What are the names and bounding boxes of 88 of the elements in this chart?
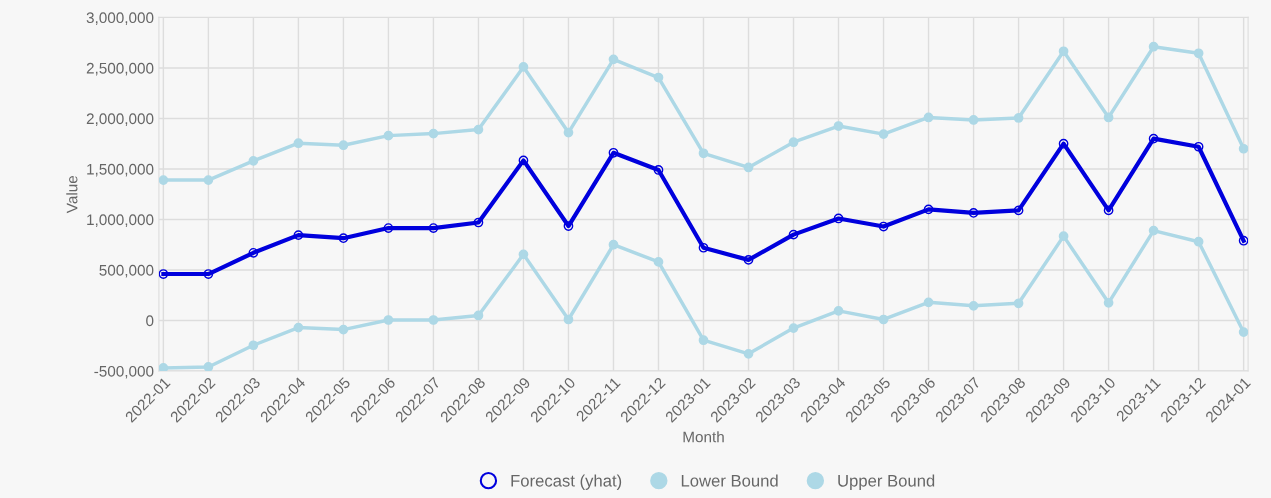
point	[608, 54, 619, 65]
point	[923, 297, 934, 308]
point	[428, 223, 439, 233]
point	[1013, 205, 1024, 216]
point	[788, 137, 799, 148]
point	[608, 147, 619, 158]
point	[158, 363, 169, 372]
point	[1103, 297, 1114, 308]
point	[158, 269, 169, 279]
point	[698, 148, 709, 159]
point	[698, 242, 709, 253]
point	[203, 269, 214, 279]
point	[428, 128, 439, 139]
point	[293, 138, 304, 149]
point	[1238, 327, 1249, 337]
point	[383, 130, 394, 141]
point	[158, 175, 169, 185]
point	[1013, 113, 1024, 123]
point	[923, 204, 934, 215]
point	[248, 340, 259, 351]
point	[653, 72, 664, 83]
y-tick-label: 2,000,000	[86, 113, 154, 126]
point	[1193, 236, 1204, 247]
point	[698, 335, 709, 346]
y-tick-label: 500,000	[99, 264, 154, 278]
point	[833, 306, 844, 316]
point	[293, 230, 304, 240]
point	[743, 348, 754, 359]
point	[878, 129, 889, 139]
point	[968, 208, 979, 218]
point	[473, 124, 484, 135]
point	[383, 223, 394, 233]
point	[563, 127, 574, 138]
point	[1193, 141, 1204, 152]
point	[743, 162, 754, 173]
point	[1238, 143, 1249, 154]
point	[1058, 231, 1069, 242]
y-tick-label: 3,000,000	[86, 12, 154, 25]
point	[1148, 133, 1159, 144]
legend-label: Lower Bound	[681, 474, 778, 487]
point	[788, 323, 799, 333]
point	[518, 155, 529, 166]
point	[968, 300, 979, 311]
point	[968, 115, 979, 125]
point	[203, 175, 214, 185]
y-tick-label: 0	[146, 315, 154, 327]
point	[293, 322, 304, 333]
point	[653, 257, 664, 267]
point	[833, 213, 844, 224]
point	[653, 165, 664, 175]
point	[563, 314, 574, 325]
point	[338, 140, 349, 151]
point	[1193, 48, 1204, 59]
x-axis-title: Month	[683, 431, 724, 443]
point	[248, 247, 259, 258]
point	[1103, 112, 1114, 123]
point	[338, 233, 349, 244]
point	[608, 239, 619, 250]
point	[1013, 298, 1024, 309]
point	[1238, 235, 1249, 246]
point	[428, 315, 439, 325]
y-tick-label: -500,000	[94, 365, 154, 379]
point	[473, 310, 484, 321]
point	[383, 315, 394, 325]
point	[1058, 138, 1069, 149]
point	[788, 229, 799, 240]
point	[518, 62, 529, 72]
y-tick-label: 1,000,000	[87, 214, 154, 227]
point	[878, 221, 889, 232]
point	[878, 314, 889, 325]
legend-label: Upper Bound	[838, 474, 935, 490]
y-tick-label: 1,500,000	[87, 163, 154, 177]
y-tick-label: 2,500,000	[86, 62, 154, 76]
point	[563, 221, 574, 231]
point	[923, 112, 934, 123]
point	[518, 249, 529, 260]
point	[203, 362, 214, 372]
point	[743, 255, 754, 265]
y-axis-title: Value	[66, 175, 78, 214]
point	[473, 217, 484, 228]
point	[1148, 41, 1159, 52]
point	[1148, 225, 1159, 236]
point	[248, 156, 259, 166]
point	[1103, 205, 1114, 216]
point	[1058, 46, 1069, 57]
point	[338, 324, 349, 335]
legend-label: Forecast (yhat)	[511, 474, 622, 490]
point	[833, 121, 844, 131]
